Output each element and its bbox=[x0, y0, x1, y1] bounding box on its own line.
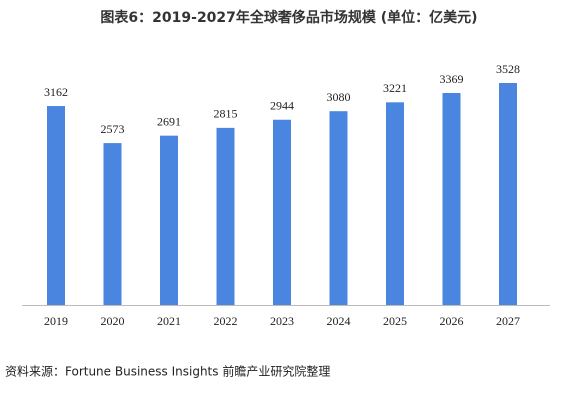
x-tick-label: 2024 bbox=[327, 314, 351, 328]
x-tick-label: 2021 bbox=[157, 314, 181, 328]
value-label: 2815 bbox=[214, 107, 238, 121]
bar bbox=[273, 119, 291, 306]
x-tick-label: 2020 bbox=[101, 314, 125, 328]
value-label: 2691 bbox=[157, 114, 181, 128]
value-label: 3162 bbox=[44, 85, 68, 99]
value-label: 3080 bbox=[327, 90, 351, 104]
bar bbox=[47, 106, 65, 305]
bar bbox=[216, 127, 235, 305]
source-note: 资料来源：Fortune Business Insights 前瞻产业研究院整理 bbox=[5, 364, 330, 379]
value-label: 3221 bbox=[383, 81, 407, 95]
value-label: 3528 bbox=[496, 62, 520, 76]
chart-title: 图表6：2019-2027年全球奢侈品市场规模 (单位：亿美元) bbox=[100, 9, 477, 26]
bar bbox=[329, 111, 348, 305]
x-tick-label: 2026 bbox=[440, 314, 464, 328]
x-tick-label: 2022 bbox=[214, 314, 238, 328]
x-tick-label: 2023 bbox=[270, 314, 294, 328]
bar bbox=[499, 83, 517, 305]
x-tick-label: 2027 bbox=[496, 314, 520, 328]
value-label: 2573 bbox=[101, 122, 125, 136]
value-label: 3369 bbox=[440, 72, 464, 86]
bar bbox=[160, 135, 178, 305]
bar bbox=[386, 102, 404, 305]
x-tick-label: 2019 bbox=[44, 314, 68, 328]
value-label: 2944 bbox=[270, 98, 294, 112]
bar bbox=[442, 93, 461, 306]
x-tick-label: 2025 bbox=[383, 314, 407, 328]
bar bbox=[103, 143, 122, 305]
